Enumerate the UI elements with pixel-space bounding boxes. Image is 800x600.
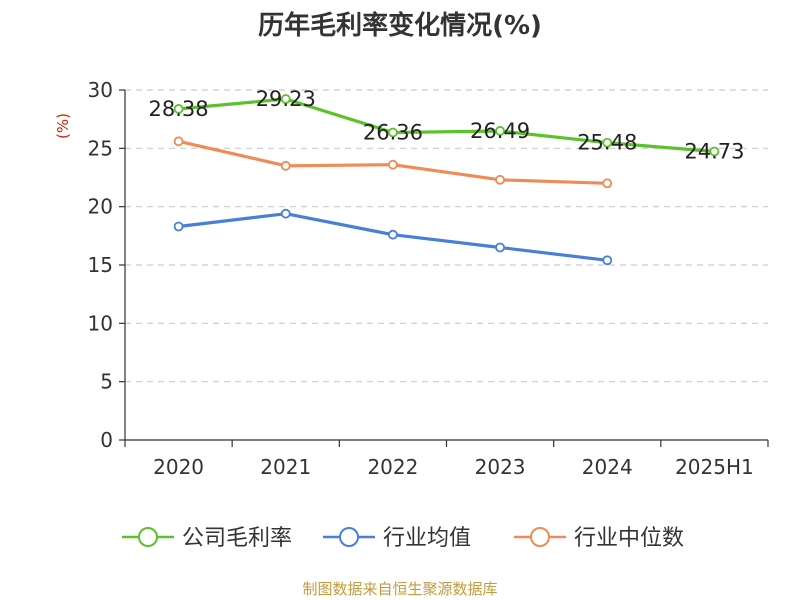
chart-title: 历年毛利率变化情况(%) [258,10,542,41]
legend: 公司毛利率 行业均值 行业中位数 [122,526,684,551]
y-axis-unit: (%) [54,113,72,139]
data-label: 24.73 [684,139,744,163]
legend-marker [339,527,359,547]
data-label: 26.49 [470,119,530,143]
y-tick-label: 10 [88,311,113,335]
y-tick-label: 25 [88,136,113,160]
data-point [173,136,184,147]
data-label: 25.48 [577,131,637,155]
data-label: 28.38 [149,97,209,121]
data-point [280,160,291,171]
x-tick-label: 2020 [153,455,204,479]
legend-label: 行业均值 [383,526,471,551]
legend-marker [530,527,550,547]
series-line [177,97,717,154]
y-tick-label: 5 [100,370,113,394]
y-tick-label: 20 [88,195,113,219]
series-1 [173,208,613,266]
data-point [602,178,613,189]
x-tick-label: 2021 [260,455,311,479]
x-tick-label: 2023 [475,455,526,479]
data-point [388,159,398,170]
axis-layer: 0 5 10 15 20 25 30 2020 2021 2022 2023 2024 2025H1 (%… [54,78,769,479]
data-point [173,104,184,114]
grid-layer [125,89,768,383]
y-tick-label: 30 [88,78,113,102]
data-point [495,174,505,185]
x-tick-label: 2022 [367,455,418,479]
data-point [495,126,505,136]
y-tick-label: 15 [88,253,113,277]
data-point [173,221,184,232]
data-label: 29.23 [256,87,316,111]
label-layer: 28.38 29.23 26.36 26.49 25.48 24.73 [149,87,745,164]
series-layer [173,94,720,266]
data-point [388,127,398,138]
data-point [280,94,291,104]
x-tick-label: 2025H1 [675,455,754,479]
series-0 [173,94,720,157]
legend-label: 公司毛利率 [182,526,292,551]
y-tick-label: 0 [100,428,113,452]
data-point [280,208,291,219]
legend-marker [138,527,158,547]
data-point [602,137,613,148]
series-2 [173,136,613,189]
data-label: 26.36 [363,120,423,144]
data-point [709,146,720,157]
legend-item-0: 公司毛利率 [122,526,292,551]
legend-item-1: 行业均值 [323,526,471,551]
x-tick-label: 2024 [582,455,633,479]
legend-label: 行业中位数 [574,526,684,551]
data-point [388,229,398,240]
data-point [495,242,505,253]
source-note: 制图数据来自恒生聚源数据库 [302,580,497,598]
legend-item-2: 行业中位数 [514,526,684,551]
data-point [602,255,613,266]
